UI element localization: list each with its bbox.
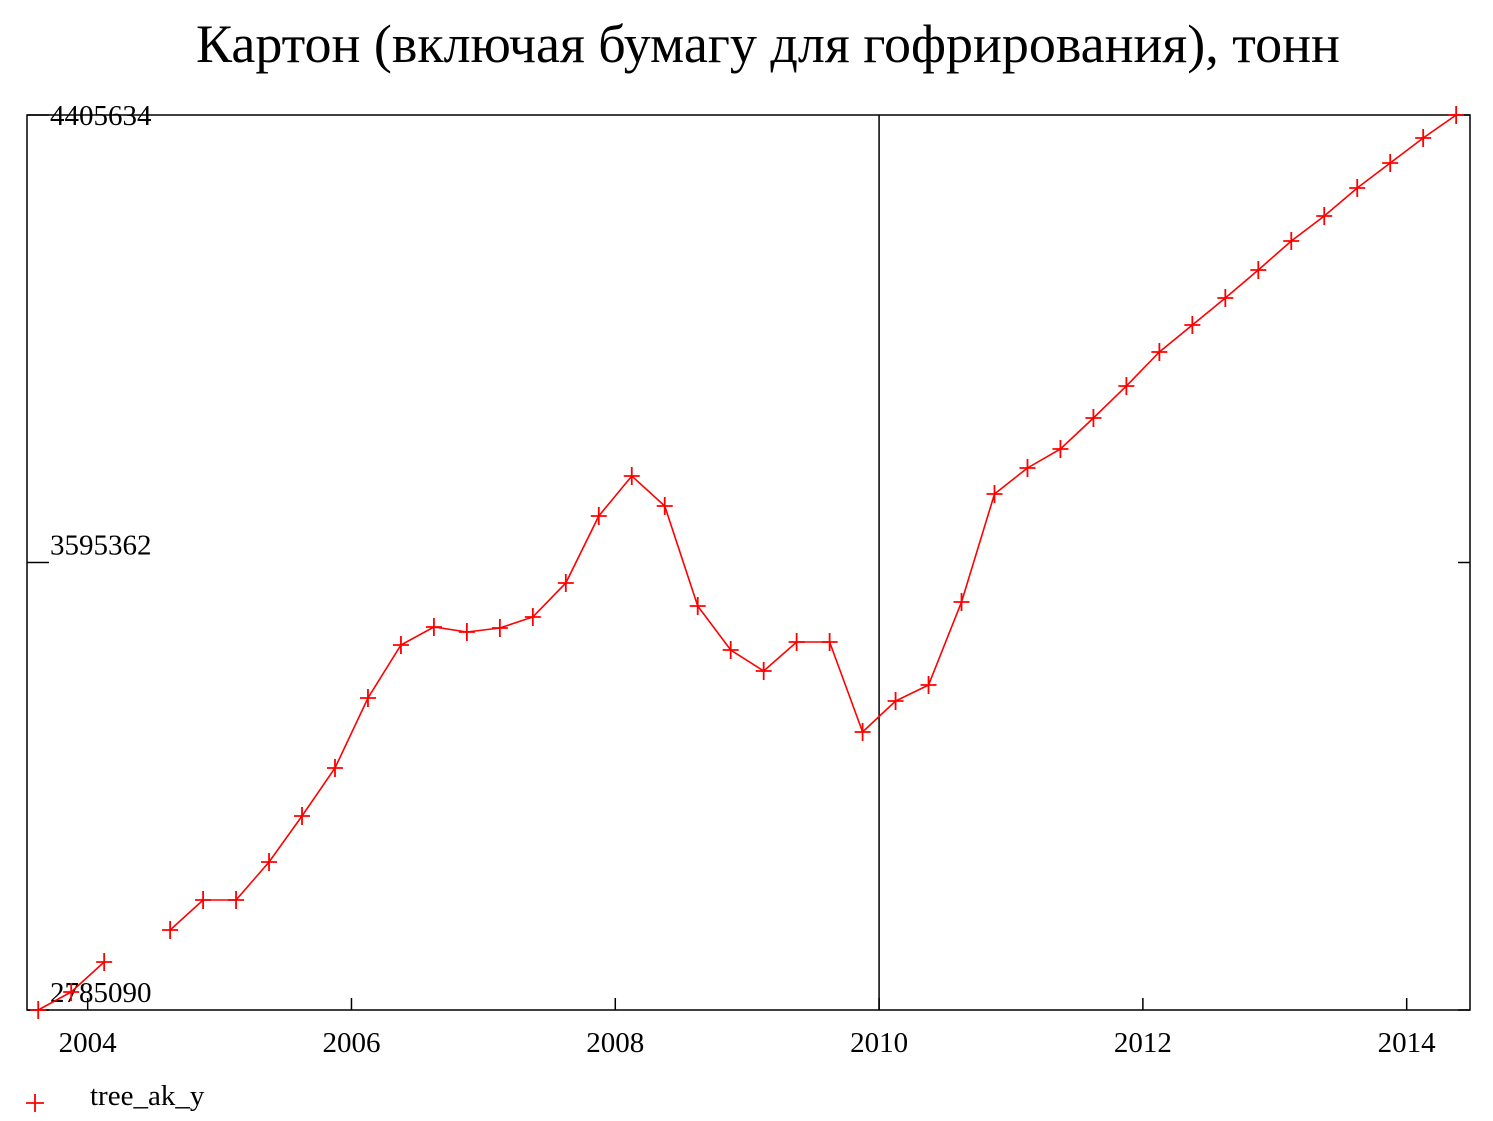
point-marker	[326, 758, 343, 777]
point-marker	[491, 618, 508, 637]
point-marker	[590, 506, 607, 525]
point-marker	[30, 1001, 47, 1019]
legend-marker	[26, 1094, 44, 1112]
point-marker	[656, 496, 673, 515]
point-marker	[1382, 153, 1399, 172]
point-marker	[1217, 288, 1234, 307]
point-marker	[689, 596, 706, 615]
series-line	[37, 114, 1457, 1011]
point-marker	[1250, 260, 1267, 279]
legend-label: tree_ak_y	[90, 1080, 205, 1112]
point-marker	[920, 675, 937, 694]
x-tick-label: 2006	[322, 1027, 380, 1059]
x-tick-label: 2004	[59, 1027, 118, 1059]
x-tick-label: 2014	[1378, 1027, 1437, 1059]
point-marker	[1448, 106, 1465, 124]
point-marker	[1151, 342, 1168, 361]
point-marker	[96, 952, 113, 971]
point-marker	[524, 607, 541, 626]
point-marker	[1118, 376, 1135, 395]
point-marker	[854, 722, 871, 741]
point-marker	[162, 920, 179, 939]
y-tick-label: 4405634	[50, 100, 152, 132]
x-tick-label: 2012	[1114, 1027, 1172, 1059]
point-marker	[887, 691, 904, 710]
point-marker	[1019, 458, 1036, 477]
point-marker	[1184, 315, 1201, 334]
point-marker	[458, 622, 475, 641]
point-marker	[63, 982, 80, 1001]
y-tick-label: 2785090	[50, 977, 152, 1009]
point-marker	[755, 661, 772, 680]
x-tick-label: 2008	[586, 1027, 644, 1059]
point-marker	[821, 632, 838, 651]
point-marker	[722, 640, 739, 659]
point-marker	[953, 592, 970, 611]
point-marker	[1316, 206, 1333, 225]
point-marker	[986, 484, 1003, 503]
y-tick-label: 3595362	[50, 530, 152, 562]
point-marker	[425, 617, 442, 636]
point-marker	[195, 890, 212, 909]
point-marker	[228, 890, 245, 909]
point-marker	[1052, 439, 1069, 458]
point-marker	[1085, 408, 1102, 427]
plot-frame	[26, 114, 1471, 1011]
point-marker	[1283, 231, 1300, 250]
point-marker	[557, 573, 574, 592]
point-marker	[623, 466, 640, 485]
point-marker	[392, 635, 409, 654]
chart-title: Картон (включая бумагу для гофрирования)…	[196, 14, 1340, 74]
point-marker	[359, 688, 376, 707]
point-marker	[1349, 178, 1366, 197]
point-marker	[1415, 128, 1432, 147]
point-marker	[788, 632, 805, 651]
point-marker	[294, 806, 311, 825]
x-tick-label: 2010	[850, 1027, 908, 1059]
point-marker	[261, 852, 278, 871]
